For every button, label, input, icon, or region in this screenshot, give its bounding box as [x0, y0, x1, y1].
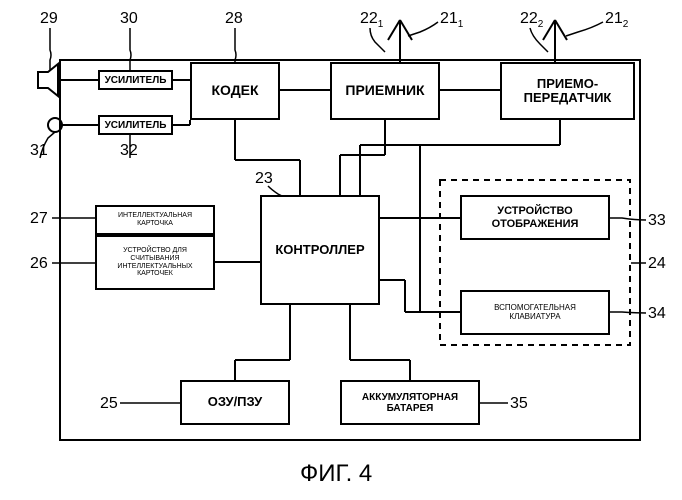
ref-33: 33 [648, 212, 666, 230]
ref-25: 25 [100, 395, 118, 413]
codec-label: КОДЕК [211, 83, 258, 98]
ref-21-2: 212 [605, 10, 628, 30]
smartcard-label: ИНТЕЛЛЕКТУАЛЬНАЯ КАРТОЧКА [118, 212, 192, 227]
ref-23: 23 [255, 170, 273, 188]
ref-21-1: 211 [440, 10, 463, 30]
ref-31: 31 [30, 142, 48, 160]
ref-22-2: 222 [520, 10, 543, 30]
keypad-label: ВСПОМОГАТЕЛЬНАЯ КЛАВИАТУРА [494, 304, 576, 322]
controller-label: КОНТРОЛЛЕР [275, 243, 364, 257]
amp1-label: УСИЛИТЕЛЬ [105, 75, 167, 86]
ref-32: 32 [120, 142, 138, 160]
figure-label: ФИГ. 4 [300, 460, 372, 488]
ram-label: ОЗУ/ПЗУ [208, 395, 263, 409]
receiver-box: ПРИЕМНИК [330, 62, 440, 120]
ref-29: 29 [40, 10, 58, 28]
ref-34: 34 [648, 305, 666, 323]
ref-27: 27 [30, 210, 48, 228]
smartcard-box: ИНТЕЛЛЕКТУАЛЬНАЯ КАРТОЧКА [95, 205, 215, 235]
battery-label: АККУМУЛЯТОРНАЯ БАТАРЕЯ [362, 392, 458, 414]
ref-28: 28 [225, 10, 243, 28]
battery-box: АККУМУЛЯТОРНАЯ БАТАРЕЯ [340, 380, 480, 425]
ref-30: 30 [120, 10, 138, 28]
transceiver-box: ПРИЕМО- ПЕРЕДАТЧИК [500, 62, 635, 120]
ref-35: 35 [510, 395, 528, 413]
ref-22-1: 221 [360, 10, 383, 30]
controller-box: КОНТРОЛЛЕР [260, 195, 380, 305]
ram-box: ОЗУ/ПЗУ [180, 380, 290, 425]
ref-26: 26 [30, 255, 48, 273]
display-box: УСТРОЙСТВО ОТОБРАЖЕНИЯ [460, 195, 610, 240]
receiver-label: ПРИЕМНИК [345, 83, 424, 98]
keypad-box: ВСПОМОГАТЕЛЬНАЯ КЛАВИАТУРА [460, 290, 610, 335]
amp2-box: УСИЛИТЕЛЬ [98, 115, 173, 135]
transceiver-label: ПРИЕМО- ПЕРЕДАТЧИК [524, 77, 612, 106]
display-label: УСТРОЙСТВО ОТОБРАЖЕНИЯ [492, 205, 579, 229]
codec-box: КОДЕК [190, 62, 280, 120]
reader-box: УСТРОЙСТВО ДЛЯ СЧИТЫВАНИЯ ИНТЕЛЛЕКТУАЛЬН… [95, 235, 215, 290]
amp1-box: УСИЛИТЕЛЬ [98, 70, 173, 90]
amp2-label: УСИЛИТЕЛЬ [105, 120, 167, 131]
ref-24: 24 [648, 255, 666, 273]
reader-label: УСТРОЙСТВО ДЛЯ СЧИТЫВАНИЯ ИНТЕЛЛЕКТУАЛЬН… [117, 247, 192, 278]
diagram-stage: УСИЛИТЕЛЬ УСИЛИТЕЛЬ КОДЕК ПРИЕМНИК ПРИЕМ… [0, 0, 682, 500]
